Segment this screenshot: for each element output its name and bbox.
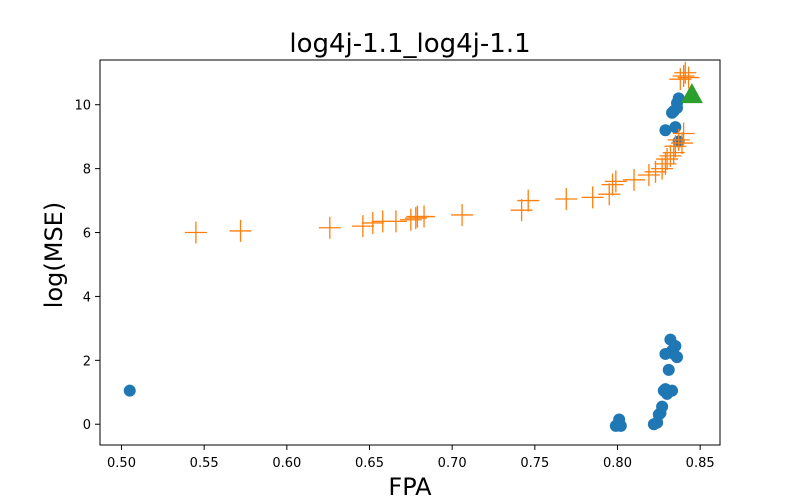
data-point-plus — [451, 203, 474, 226]
data-point-plus — [404, 207, 427, 230]
data-point-circle — [669, 121, 682, 134]
y-tick-label: 2 — [83, 354, 91, 369]
data-point-plus — [654, 152, 677, 175]
data-point-circle — [123, 384, 136, 397]
data-point-plus — [413, 205, 436, 228]
x-tick-label: 0.55 — [190, 456, 219, 471]
data-point-plus — [670, 132, 693, 155]
data-point-plus — [361, 211, 384, 234]
data-point-plus — [662, 141, 685, 164]
data-point-plus — [229, 219, 252, 242]
data-point-circle — [656, 400, 669, 413]
data-point-plus — [601, 173, 624, 196]
data-point-plus — [637, 164, 660, 187]
y-axis-label: log(MSE) — [40, 202, 68, 308]
series-plus — [184, 61, 700, 244]
data-point-plus — [672, 122, 695, 145]
y-tick-label: 10 — [74, 99, 91, 114]
data-point-plus — [677, 66, 700, 89]
data-point-plus — [184, 221, 207, 244]
data-point-plus — [318, 216, 341, 239]
x-tick-label: 0.65 — [355, 456, 384, 471]
data-point-plus — [581, 186, 604, 209]
y-tick-label: 4 — [83, 290, 91, 305]
data-point-circle — [614, 419, 627, 432]
data-point-plus — [644, 160, 667, 183]
data-point-circle — [659, 124, 672, 137]
series-circle — [123, 92, 685, 432]
data-point-plus — [351, 215, 374, 238]
data-point-plus — [517, 189, 540, 212]
data-point-plus — [664, 135, 687, 158]
y-tick-label: 0 — [83, 418, 91, 433]
data-point-plus — [510, 199, 533, 222]
data-point-plus — [672, 64, 695, 87]
x-tick-label: 0.50 — [107, 456, 136, 471]
data-point-circle — [662, 363, 675, 376]
y-tick-label: 6 — [83, 227, 91, 242]
data-point-plus — [659, 144, 682, 167]
data-point-plus — [399, 208, 422, 231]
plot-area: 0.50 0.55 0.60 0.65 0.70 0.75 0.80 0.85 0 2 4 6 8 10 — [74, 59, 721, 471]
data-point-plus — [598, 183, 621, 206]
x-tick-label: 0.70 — [438, 456, 467, 471]
data-point-plus — [604, 170, 627, 193]
y-tick-label: 8 — [83, 163, 91, 178]
data-point-plus — [384, 210, 407, 233]
x-axis-label: FPA — [388, 473, 432, 500]
x-tick-label: 0.80 — [603, 456, 632, 471]
chart-title: log4j-1.1_log4j-1.1 — [289, 29, 530, 59]
data-point-plus — [555, 187, 578, 210]
data-point-plus — [667, 128, 690, 151]
x-tick-label: 0.75 — [520, 456, 549, 471]
plot-frame — [99, 59, 721, 446]
x-tick-label: 0.60 — [272, 456, 301, 471]
data-point-circle — [672, 92, 685, 105]
data-point-plus — [623, 168, 646, 191]
data-point-circle — [669, 339, 682, 352]
data-point-circle — [666, 384, 679, 397]
data-point-circle — [671, 351, 684, 364]
data-point-plus — [656, 148, 679, 171]
data-point-triangle — [680, 83, 703, 104]
series-triangle — [680, 83, 703, 104]
data-point-plus — [651, 157, 674, 180]
data-point-plus — [669, 68, 692, 91]
x-tick-label: 0.85 — [686, 456, 715, 471]
data-point-plus — [674, 61, 697, 84]
